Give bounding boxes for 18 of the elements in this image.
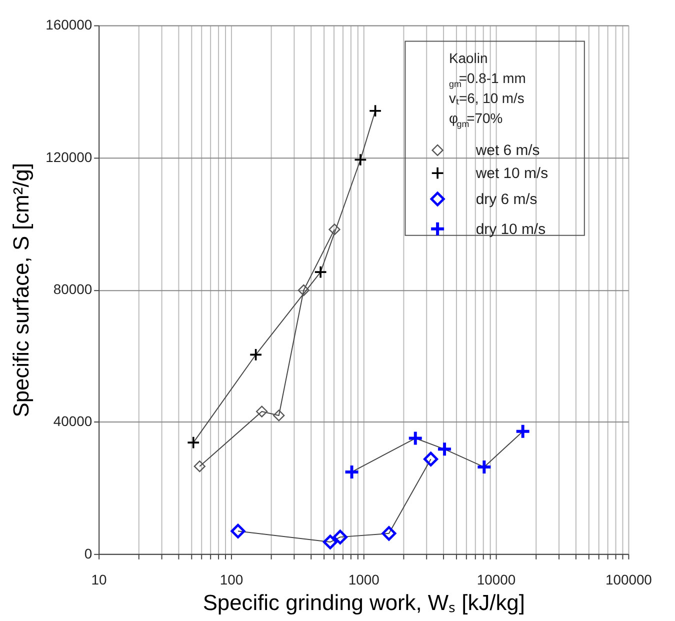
legend-label: dry 6 m/s xyxy=(476,190,538,208)
x-tick-label: 100000 xyxy=(605,571,652,588)
y-tick-label: 160000 xyxy=(46,16,92,33)
x-tick-label: 100 xyxy=(220,571,244,588)
annotation: Kaolin xyxy=(449,50,488,66)
x-axis-title: Specific grinding work, Wₛ [kJ/kg] xyxy=(202,590,525,616)
legend-label: dry 10 m/s xyxy=(476,220,546,238)
legend-label: wet 6 m/s xyxy=(474,142,540,160)
y-tick-label: 40000 xyxy=(53,413,92,430)
legend-label: wet 10 m/s xyxy=(474,165,548,182)
annotation: vₜ=6, 10 m/s xyxy=(449,90,524,106)
y-axis-title: Specific surface, S [cm²/g] xyxy=(8,162,34,418)
x-tick-label: 10 xyxy=(91,571,108,588)
y-tick-label: 80000 xyxy=(53,281,92,298)
y-tick-label: 120000 xyxy=(46,148,92,165)
y-tick-label: 0 xyxy=(84,545,92,562)
x-tick-label: 1000 xyxy=(348,571,380,588)
x-tick-label: 10000 xyxy=(476,571,516,588)
